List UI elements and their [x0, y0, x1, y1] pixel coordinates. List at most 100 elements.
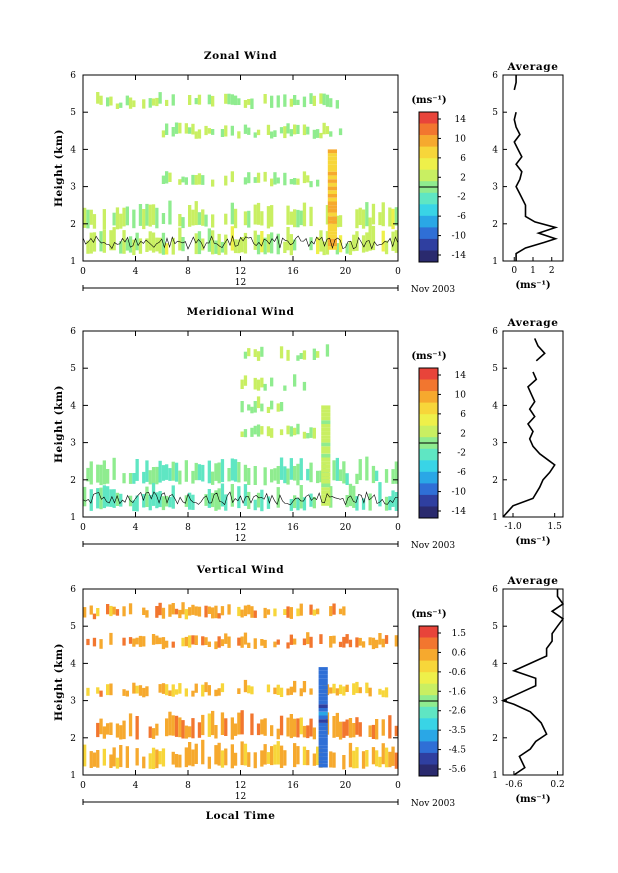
heatmap-cell: [253, 377, 257, 390]
heatmap-cell: [224, 234, 228, 255]
heatmap-cell: [299, 688, 303, 697]
heatmap-cell: [207, 94, 211, 105]
heatmap-cell: [273, 608, 277, 617]
heatmap-cell: [194, 606, 198, 616]
heatmap-cell: [201, 175, 205, 185]
heatmap-cell: [296, 746, 300, 765]
heatmap-cell: [381, 230, 385, 252]
heatmap-cell: [276, 728, 280, 740]
heatmap-cell: [165, 123, 169, 135]
heatmap-cell: [171, 603, 175, 615]
heatmap-cell: [178, 179, 182, 185]
heatmap-cell: [338, 128, 343, 136]
heatmap-cell: [273, 468, 277, 481]
colorbar-swatch: [419, 626, 438, 638]
heatmap-cell: [201, 636, 205, 646]
heatmap-cell: [102, 460, 106, 485]
heatmap-cell: [312, 129, 316, 139]
heatmap-cell: [230, 458, 234, 481]
heatmap-cell: [181, 217, 185, 229]
heatmap-cell: [302, 350, 307, 360]
heatmap-cell: [224, 93, 228, 104]
feature-cell: [327, 160, 337, 165]
heatmap-cell: [338, 684, 343, 695]
heatmap-cell: [233, 752, 238, 766]
heatmap-cell: [286, 123, 290, 134]
feature-cell: [321, 487, 331, 491]
feature-cell: [318, 726, 328, 731]
heatmap-cell: [99, 718, 103, 735]
colorbar: (ms⁻¹) 1.5 0.6 -0.6 -1.6 -2.6 -3.5 -4.5 -5.6: [411, 609, 466, 777]
avg-y-tick-label: 4: [492, 401, 498, 411]
heatmap-cell: [319, 634, 323, 644]
avg-y-tick-label: 6: [492, 585, 498, 595]
feature-cell: [318, 708, 328, 712]
feature-cell: [327, 182, 337, 187]
heatmap-cell: [342, 461, 346, 484]
heatmap-cell: [243, 124, 248, 134]
heatmap-cell: [279, 429, 284, 436]
heatmap-cell: [165, 640, 169, 648]
heatmap-cell: [266, 234, 271, 253]
heatmap-cell: [361, 751, 366, 769]
heatmap-cell: [293, 680, 297, 693]
heatmap-cell: [263, 467, 267, 486]
heatmap-cell: [86, 687, 90, 696]
heatmap-cell: [299, 458, 303, 481]
y-tick-label: 5: [70, 108, 76, 118]
heatmap-cell: [253, 499, 257, 511]
contour-line: [82, 491, 399, 506]
heatmap-cell: [302, 681, 307, 693]
heatmap-cell: [145, 686, 149, 697]
heatmap-cell: [260, 403, 264, 412]
heatmap-cell: [381, 690, 385, 698]
heatmap-cell: [309, 181, 313, 188]
heatmap-cell: [151, 467, 156, 483]
heatmap-cell: [237, 637, 241, 646]
feature-cell: [327, 179, 337, 183]
feature-cell: [318, 693, 328, 697]
heatmap-cell: [253, 349, 257, 357]
x-tick-label: 0: [395, 523, 401, 533]
heatmap-cell: [237, 462, 241, 483]
heatmap-cell: [286, 606, 290, 618]
heatmap-cell: [224, 633, 228, 644]
heatmap-cell: [96, 722, 100, 738]
heatmap-cell: [151, 98, 156, 106]
heatmap-cell: [171, 751, 175, 765]
heatmap-cell: [112, 227, 116, 251]
heatmap-cell: [224, 175, 228, 186]
heatmap-cell: [329, 131, 333, 137]
heatmap-cell: [352, 750, 356, 769]
y-axis-label: Height (km): [53, 385, 65, 463]
colorbar-tick-label: 6: [460, 154, 466, 164]
heatmap-cell: [309, 718, 313, 737]
heatmap-cell: [109, 605, 113, 617]
heatmap-cell: [312, 496, 316, 509]
heatmap-cell: [102, 748, 106, 766]
heatmap-cell: [227, 93, 231, 105]
feature-cell: [318, 704, 328, 708]
heatmap-cells: [83, 602, 398, 770]
heatmap-cell: [302, 431, 307, 439]
heatmap-cell: [345, 634, 349, 644]
heatmap-cell: [378, 688, 382, 695]
heatmap-cell: [188, 492, 192, 510]
heatmap-cell: [342, 755, 346, 770]
heatmap-cell: [92, 613, 97, 620]
feature-cell: [327, 168, 337, 172]
heatmap-cell: [358, 687, 362, 694]
heatmap-cell: [168, 711, 172, 736]
heatmap-cell: [165, 243, 169, 255]
heatmap-cell: [171, 461, 175, 481]
heatmap-cell: [201, 739, 205, 765]
heatmap-cell: [263, 744, 267, 765]
heatmap-cell: [361, 209, 366, 229]
heatmap-cell: [109, 632, 113, 645]
colorbar-swatch: [419, 250, 438, 263]
heatmap-cell: [211, 129, 215, 135]
heatmap-cell: [214, 725, 218, 739]
heatmap-cell: [365, 202, 369, 227]
heatmap-cell: [355, 747, 359, 769]
heatmap-cell: [171, 94, 175, 106]
